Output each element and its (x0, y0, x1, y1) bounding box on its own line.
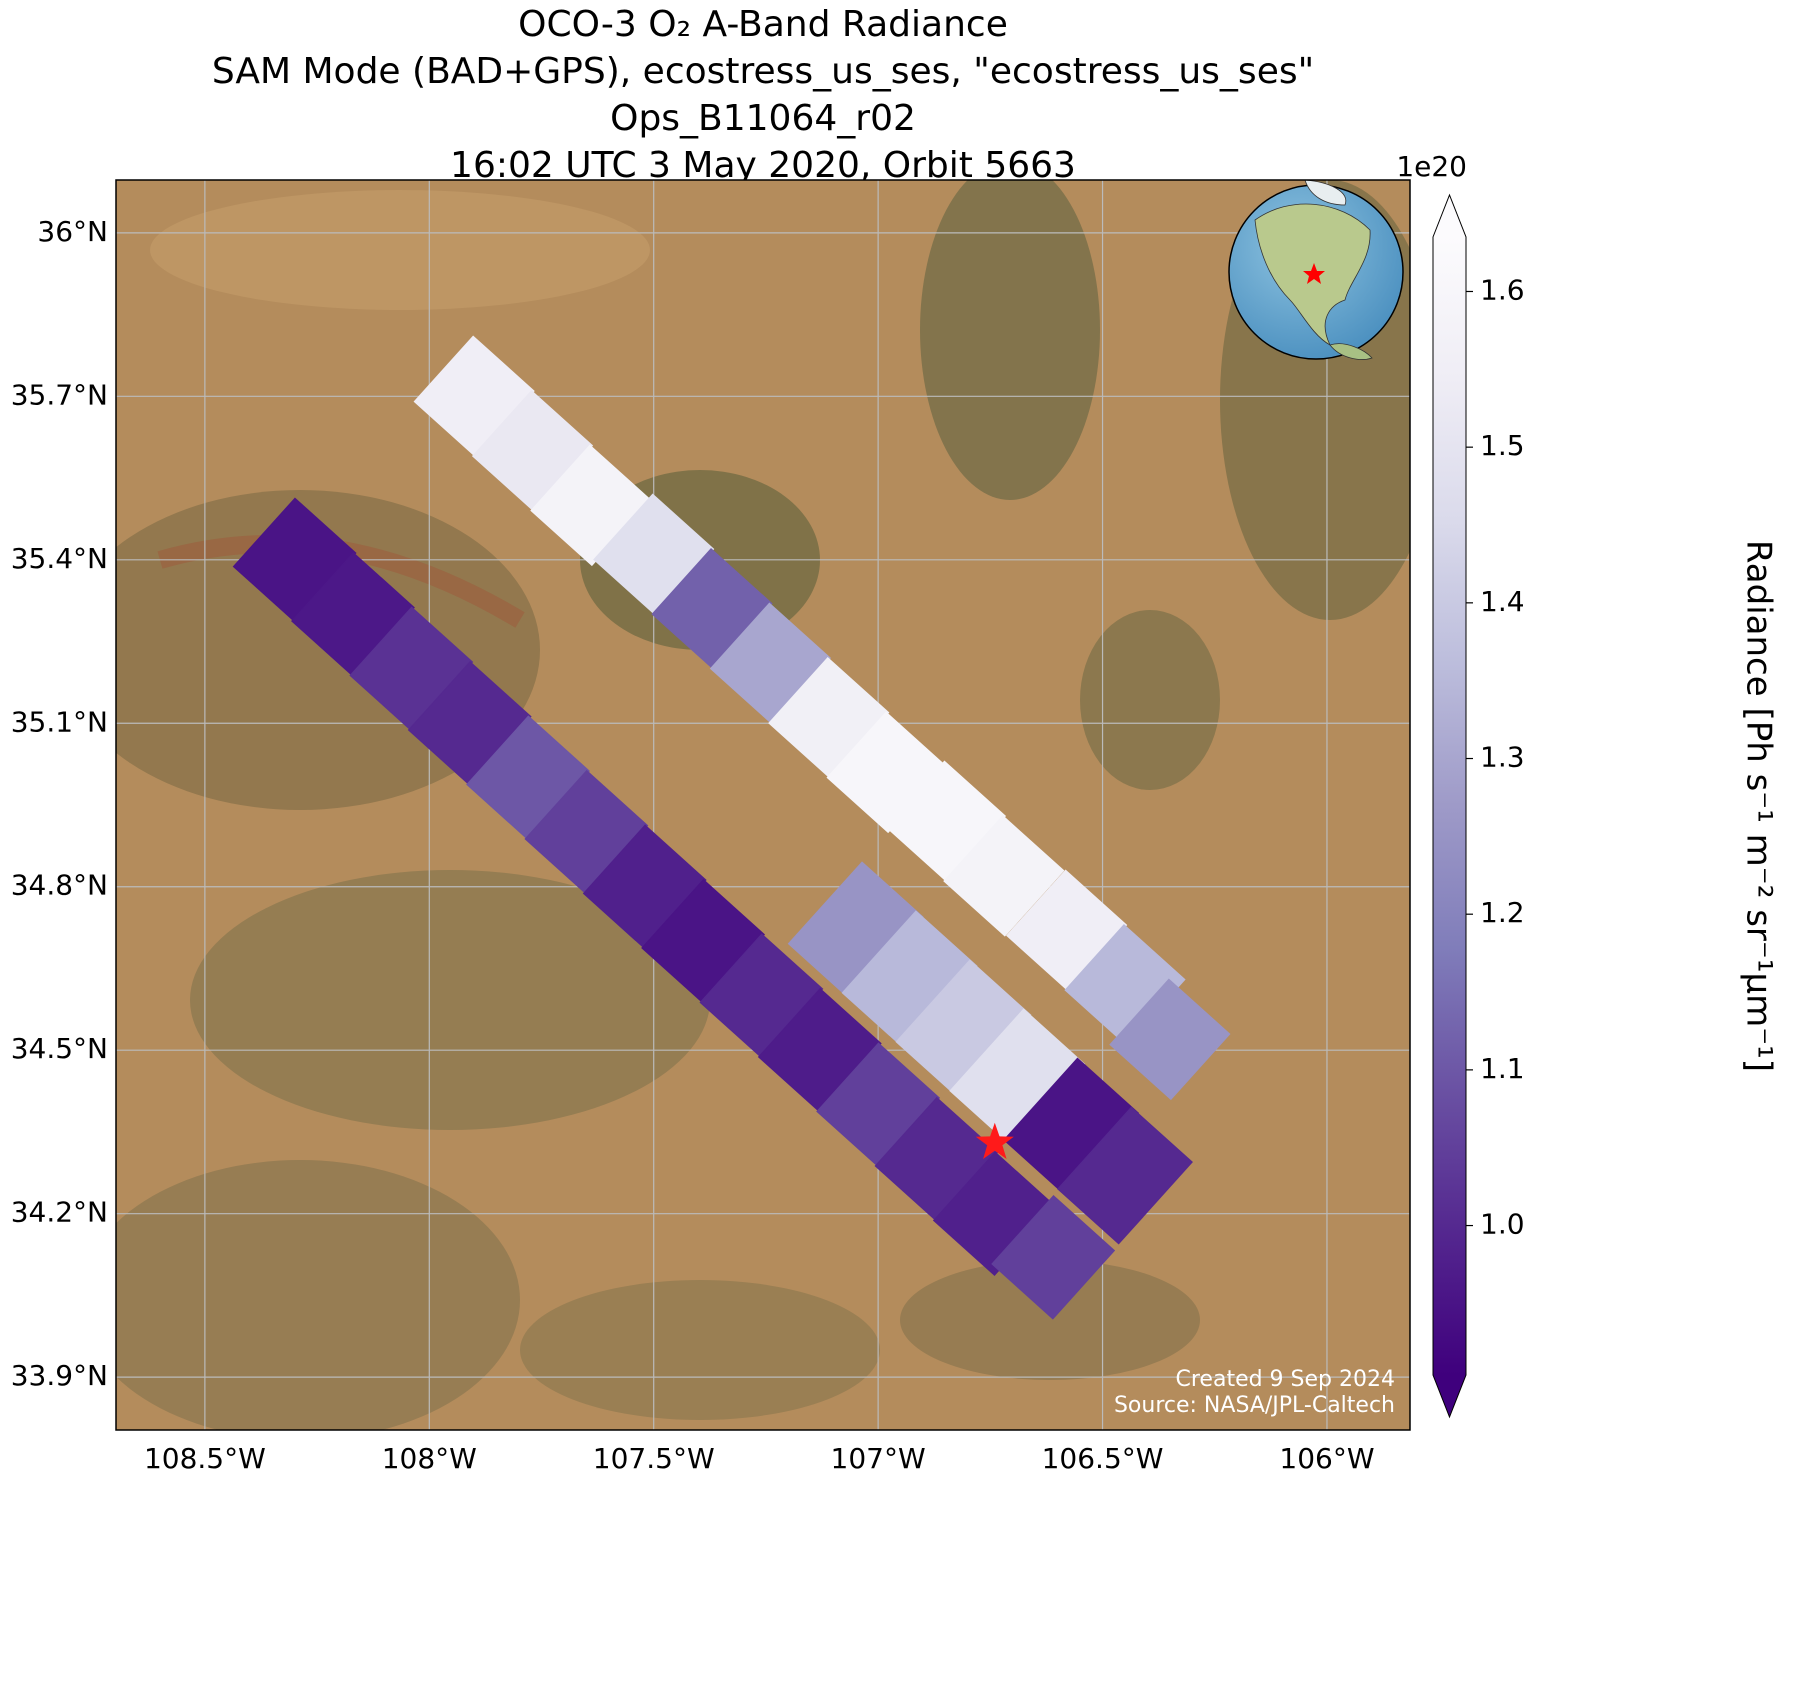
colorbar-extend (1433, 1375, 1466, 1417)
colorbar-offset: 1e20 (1396, 150, 1467, 183)
colorbar-extend (1433, 195, 1466, 237)
swath-cell (1109, 978, 1231, 1101)
x-tick-label: 107.5°W (593, 1442, 715, 1475)
x-tick-label: 107°W (831, 1442, 926, 1475)
x-tick-label: 106°W (1279, 1442, 1374, 1475)
swath-cells (232, 335, 1231, 1320)
colorbar-tick-label: 1.4 (1480, 585, 1525, 618)
colorbar-frame (1432, 193, 1467, 1419)
colorbar: 1.0 1.1 1.2 1.3 1.4 1.5 1.6 (1432, 193, 1525, 1419)
colorbar-tick-label: 1.2 (1480, 896, 1525, 929)
title-line: OCO-3 O₂ A-Band Radiance (518, 4, 1008, 45)
y-tick-label: 34.2°N (11, 1196, 108, 1229)
y-tick-label: 35.7°N (11, 378, 108, 411)
title-line: 16:02 UTC 3 May 2020, Orbit 5663 (450, 145, 1076, 186)
map-frame (115, 179, 1411, 1431)
colorbar-tick-label: 1.6 (1480, 273, 1525, 306)
swath-cell (991, 1194, 1116, 1320)
axes: 108.5°W 108°W 107.5°W 107°W 106.5°W 106°W 33.9… (11, 215, 1375, 1475)
inset-globe (1228, 179, 1404, 360)
y-tick-label: 34.5°N (11, 1032, 108, 1065)
y-tick-label: 35.4°N (11, 542, 108, 575)
colorbar-tick-label: 1.5 (1480, 429, 1525, 462)
y-tick-label: 34.8°N (11, 869, 108, 902)
credit: Created 9 Sep 2024 (1176, 1367, 1396, 1392)
x-tick-label: 108°W (382, 1442, 477, 1475)
colorbar-tick-label: 1.0 (1480, 1208, 1525, 1241)
swath-cell (1057, 1106, 1193, 1245)
colorbar-body (1433, 237, 1466, 1375)
credit: Source: NASA/JPL-Caltech (1114, 1393, 1395, 1418)
title-line: Ops_B11064_r02 (610, 98, 916, 139)
colorbar-tick-label: 1.3 (1480, 741, 1525, 774)
y-tick-label: 36°N (37, 215, 108, 248)
x-tick-label: 106.5°W (1042, 1442, 1164, 1475)
target-star (975, 1122, 1014, 1159)
y-tick-label: 33.9°N (11, 1359, 108, 1392)
colorbar-tick-label: 1.1 (1480, 1052, 1525, 1085)
swath-cell (943, 814, 1065, 937)
map-background (116, 180, 1410, 1430)
colorbar-label: Radiance [Ph s⁻¹ m⁻² sr⁻¹µm⁻¹] (1739, 540, 1779, 1072)
x-tick-label: 108.5°W (144, 1442, 266, 1475)
title-line: SAM Mode (BAD+GPS), ecostress_us_ses, "e… (212, 51, 1314, 92)
y-tick-label: 35.1°N (11, 705, 108, 738)
